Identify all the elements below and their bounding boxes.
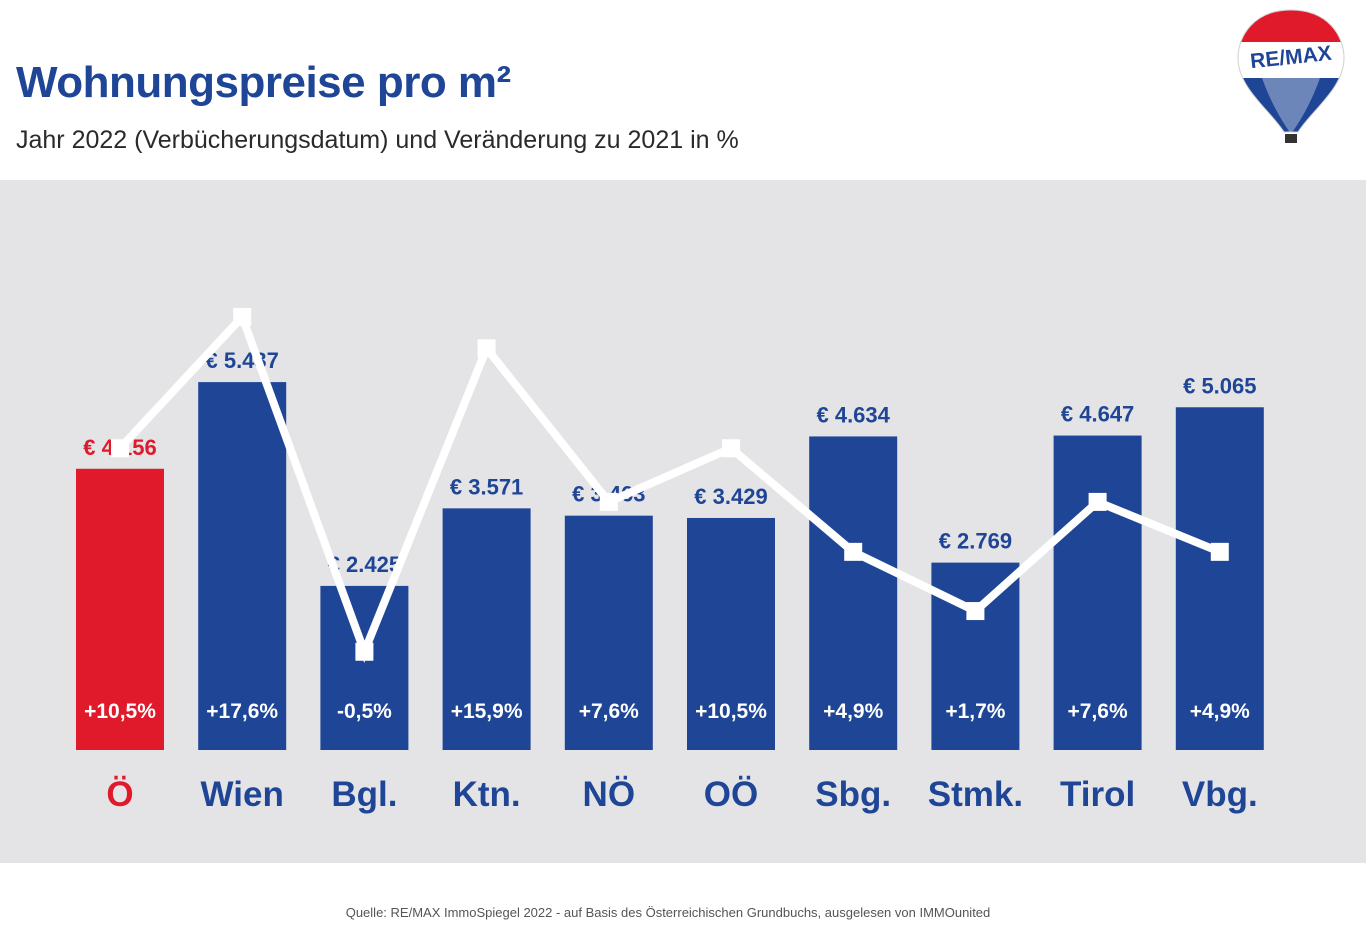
remax-balloon-logo: RE/MAX (1232, 6, 1350, 150)
change-point (599, 492, 618, 511)
bar (198, 382, 287, 750)
category-label: Bgl. (331, 775, 397, 814)
category-label: Vbg. (1182, 775, 1258, 814)
change-point (1088, 492, 1107, 511)
bar-line-chart: € 4.156+10,5%Ö€ 5.437+17,6%Wien€ 2.425-0… (76, 307, 1264, 814)
bar-value-label: € 2.769 (939, 529, 1012, 554)
change-point (355, 642, 374, 661)
change-point (1210, 542, 1229, 561)
category-label: Stmk. (928, 775, 1023, 814)
category-label: NÖ (583, 775, 636, 814)
bar-value-label: € 4.634 (816, 402, 890, 427)
bar (687, 517, 775, 750)
bar (76, 468, 164, 750)
change-percent-label: +7,6% (1068, 700, 1128, 723)
bar (809, 436, 898, 750)
bar-value-label: € 2.425 (328, 552, 401, 577)
category-label: Ö (106, 775, 133, 814)
bar-value-label: € 5.437 (205, 348, 278, 373)
change-percent-label: +10,5% (84, 700, 156, 723)
bar-value-label: € 3.571 (450, 474, 523, 499)
category-label: OÖ (704, 775, 758, 814)
change-point (966, 602, 985, 621)
plot-area: € 4.156 +10,5% Ö € 5.437 +17,6% Wien € 2.425 -0… (0, 180, 1366, 863)
change-line (117, 309, 1222, 663)
bar-value-label: € 4.647 (1061, 402, 1134, 427)
change-point (111, 439, 129, 458)
source-note: Quelle: RE/MAX ImmoSpiegel 2022 - auf Ba… (345, 905, 991, 920)
bar (564, 515, 653, 750)
category-label: Ktn. (453, 775, 521, 814)
bar (320, 585, 409, 750)
change-percent-label: +15,9% (451, 700, 523, 723)
bar-value-label: € 5.065 (1183, 373, 1256, 398)
bar (1175, 407, 1264, 750)
change-point (233, 307, 252, 326)
category-label: Tirol (1060, 775, 1135, 814)
change-percent-label: +7,6% (579, 700, 639, 723)
category-label: Sbg. (815, 775, 891, 814)
category-label: Wien (201, 775, 284, 814)
bar (442, 508, 531, 750)
change-percent-label: +17,6% (206, 700, 278, 723)
chart-title: Wohnungspreise pro m² (16, 58, 511, 107)
change-percent-label: +10,5% (695, 700, 767, 723)
change-percent-label: -0,5% (337, 700, 392, 723)
change-percent-label: +4,9% (1190, 700, 1250, 723)
change-point (844, 542, 863, 561)
change-point (722, 439, 740, 458)
change-percent-label: +1,7% (945, 700, 1005, 723)
change-percent-label: +4,9% (823, 700, 883, 723)
chart-subtitle: Jahr 2022 (Verbücherungsdatum) und Verän… (16, 126, 739, 154)
bar (1053, 435, 1142, 750)
bar-value-label: € 3.429 (694, 484, 767, 509)
change-point (477, 339, 496, 358)
